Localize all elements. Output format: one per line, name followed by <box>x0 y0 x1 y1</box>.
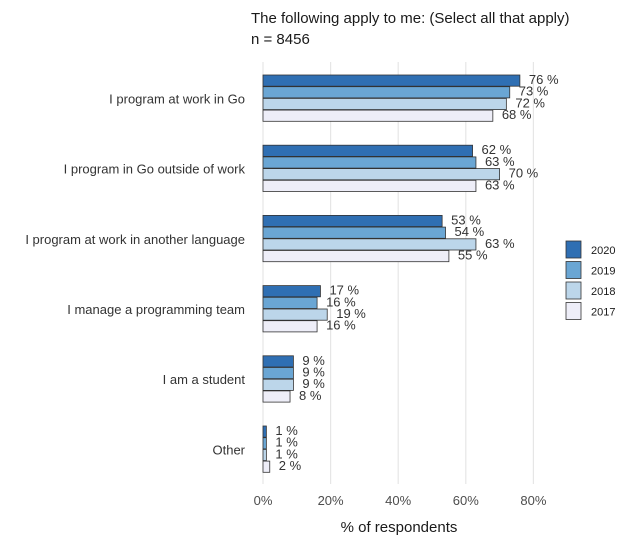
bar-2017 <box>262 179 477 192</box>
data-label: 63 % <box>485 177 515 192</box>
chart-subtitle: n = 8456 <box>251 31 310 48</box>
data-label: 53 % <box>451 212 481 227</box>
legend-swatch-2017 <box>565 302 582 320</box>
category-label: I program at work in Go <box>109 91 245 106</box>
data-label: 72 % <box>515 95 545 110</box>
data-label: 1 % <box>275 423 298 438</box>
bar-2019 <box>262 367 294 380</box>
x-tick-label: 0% <box>254 493 273 508</box>
category-label: I program in Go outside of work <box>64 162 246 177</box>
data-label: 1 % <box>275 446 298 461</box>
legend-label: 2018 <box>591 286 615 298</box>
data-label: 73 % <box>519 84 549 99</box>
bar-2018 <box>262 98 507 111</box>
bar-2020 <box>262 74 521 87</box>
data-label: 9 % <box>302 376 325 391</box>
bar-2018 <box>262 168 501 181</box>
data-label: 62 % <box>482 142 512 157</box>
bar-2017 <box>262 320 318 333</box>
data-label: 76 % <box>529 72 559 87</box>
x-tick-label: 40% <box>385 493 411 508</box>
legend-label: 2019 <box>591 266 615 278</box>
legend-swatch-2020 <box>565 240 582 259</box>
bar-2019 <box>262 437 267 450</box>
data-label: 17 % <box>329 283 359 298</box>
bar-2017 <box>262 460 271 473</box>
bar-2018 <box>262 238 477 251</box>
data-label: 2 % <box>279 458 302 473</box>
data-label: 63 % <box>485 154 515 169</box>
legend-swatch-2019 <box>565 261 582 279</box>
bar-2020 <box>262 214 443 227</box>
chart-title: The following apply to me: (Select all t… <box>251 10 570 27</box>
data-label: 70 % <box>509 166 539 181</box>
category-label: I program at work in another language <box>25 232 245 247</box>
bar-2017 <box>262 390 291 403</box>
data-label: 9 % <box>302 353 325 368</box>
data-label: 55 % <box>458 248 488 263</box>
data-label: 16 % <box>326 294 356 309</box>
data-label: 54 % <box>455 224 485 239</box>
category-label: Other <box>212 442 245 457</box>
data-label: 8 % <box>299 388 322 403</box>
bar-2020 <box>262 355 294 368</box>
bar-2018 <box>262 308 328 321</box>
x-axis-label: % of respondents <box>341 519 458 536</box>
bar-2020 <box>262 144 473 157</box>
bar-2019 <box>262 296 318 309</box>
legend-label: 2020 <box>591 245 615 257</box>
bar-2017 <box>262 109 494 122</box>
bar-2019 <box>262 226 446 239</box>
x-tick-label: 20% <box>318 493 344 508</box>
data-label: 19 % <box>336 306 366 321</box>
bar-2020 <box>262 425 267 438</box>
bar-2017 <box>262 250 450 263</box>
data-label: 9 % <box>302 365 325 380</box>
bar-2018 <box>262 448 267 461</box>
bar-2019 <box>262 156 477 169</box>
bar-2020 <box>262 285 321 298</box>
x-tick-label: 60% <box>453 493 479 508</box>
bar-2018 <box>262 378 294 391</box>
data-label: 16 % <box>326 318 356 333</box>
data-label: 68 % <box>502 107 532 122</box>
x-tick-label: 80% <box>520 493 546 508</box>
legend-label: 2017 <box>591 307 615 319</box>
data-label: 1 % <box>275 435 298 450</box>
bar-2019 <box>262 86 511 99</box>
category-label: I manage a programming team <box>67 302 245 317</box>
legend-swatch-2018 <box>565 281 582 300</box>
category-label: I am a student <box>163 372 246 387</box>
data-label: 63 % <box>485 236 515 251</box>
